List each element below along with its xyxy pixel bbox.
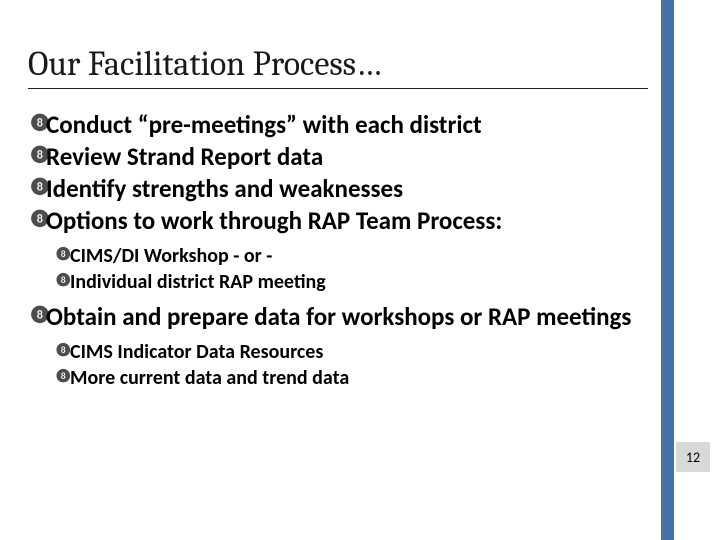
bullet-l1: ❽ Obtain and prepare data for workshops …	[28, 301, 648, 333]
triangle-bullet-icon: ❽	[28, 205, 46, 233]
bullet-text: Review Strand Report data	[46, 141, 323, 173]
side-accent-bar	[661, 0, 674, 540]
bullet-text: Identify strengths and weaknesses	[46, 173, 403, 205]
bullet-text: Conduct “pre-meetings” with each distric…	[46, 109, 482, 141]
bullet-l1: ❽ Review Strand Report data	[28, 141, 648, 173]
bullet-l2: ❽ CIMS/DI Workshop - or -	[54, 243, 648, 269]
bullet-text: Obtain and prepare data for workshops or…	[46, 301, 631, 333]
triangle-bullet-icon: ❽	[28, 301, 46, 329]
triangle-bullet-icon: ❽	[54, 243, 70, 264]
bullet-text: Options to work through RAP Team Process…	[46, 205, 502, 237]
bullet-l1: ❽ Conduct “pre-meetings” with each distr…	[28, 109, 648, 141]
bullet-text: More current data and trend data	[70, 365, 349, 391]
bullet-text: CIMS/DI Workshop - or -	[70, 243, 272, 269]
triangle-bullet-icon: ❽	[54, 339, 70, 360]
bullet-text: CIMS Indicator Data Resources	[70, 339, 323, 365]
slide-content: Our Facilitation Process… ❽ Conduct “pre…	[28, 44, 648, 391]
bullet-l1: ❽ Identify strengths and weaknesses	[28, 173, 648, 205]
bullet-l1: ❽ Options to work through RAP Team Proce…	[28, 205, 648, 237]
bullet-text: Individual district RAP meeting	[70, 269, 326, 295]
bullet-l2: ❽ CIMS Indicator Data Resources	[54, 339, 648, 365]
triangle-bullet-icon: ❽	[54, 269, 70, 290]
page-number-badge: 12	[676, 442, 710, 472]
page-number: 12	[686, 449, 700, 466]
bullet-l2: ❽ Individual district RAP meeting	[54, 269, 648, 295]
bullet-l2: ❽ More current data and trend data	[54, 365, 648, 391]
slide-title: Our Facilitation Process…	[28, 44, 648, 89]
triangle-bullet-icon: ❽	[28, 173, 46, 201]
triangle-bullet-icon: ❽	[28, 109, 46, 137]
triangle-bullet-icon: ❽	[54, 365, 70, 386]
triangle-bullet-icon: ❽	[28, 141, 46, 169]
